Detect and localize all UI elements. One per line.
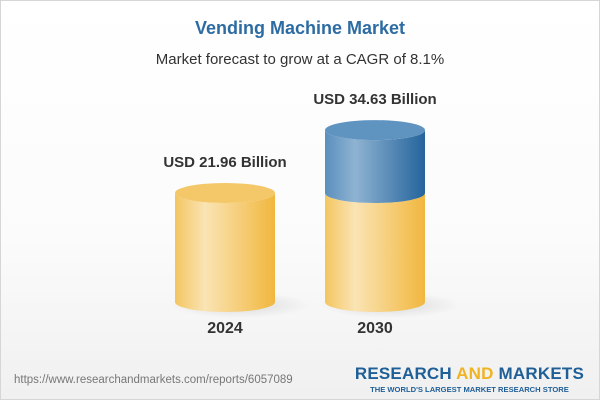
cylinder-2030-base xyxy=(325,193,425,312)
chart-subtitle: Market forecast to grow at a CAGR of 8.1… xyxy=(155,51,445,68)
cylinder-2024 xyxy=(175,193,275,312)
chart-title: Vending Machine Market xyxy=(194,18,406,38)
cylinder-2030-growth-top xyxy=(325,120,425,141)
category-label: 2024 xyxy=(207,320,243,337)
research-and-markets-logo: RESEARCH AND MARKETS THE WORLD'S LARGEST… xyxy=(354,364,584,394)
cylinder-2030-growth xyxy=(325,130,425,203)
source-url[interactable]: https://www.researchandmarkets.com/repor… xyxy=(14,374,293,386)
category-label: 2030 xyxy=(357,320,393,337)
logo-tagline: THE WORLD'S LARGEST MARKET RESEARCH STOR… xyxy=(370,385,569,394)
cylinder-2024-top xyxy=(175,183,275,203)
data-label: USD 34.63 Billion xyxy=(313,91,436,108)
data-label: USD 21.96 Billion xyxy=(163,154,286,171)
